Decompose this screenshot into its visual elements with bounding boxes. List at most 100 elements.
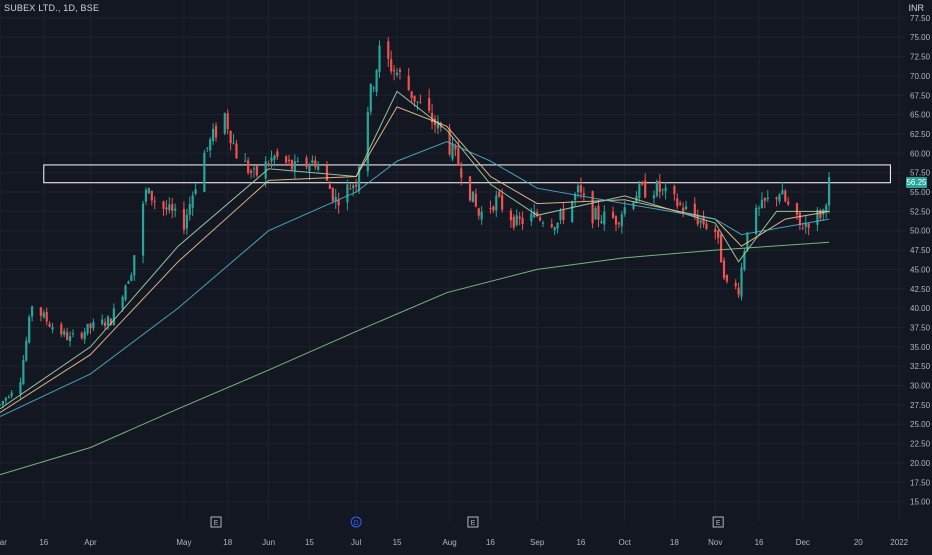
- y-tick-label: 20.00: [910, 459, 931, 468]
- candle-body: [600, 221, 603, 224]
- candle-body: [355, 184, 358, 187]
- candle-body: [22, 359, 25, 385]
- ema-line: [0, 241, 830, 476]
- candle-body: [369, 84, 372, 112]
- candle-body: [188, 204, 191, 215]
- candle-body: [48, 323, 51, 327]
- dividend-marker: [350, 516, 362, 528]
- candle-body: [267, 163, 270, 166]
- y-tick-label: 25.00: [910, 420, 931, 429]
- y-tick-label: 65.00: [910, 111, 931, 120]
- candle-body: [71, 333, 75, 335]
- x-tick-label: 2022: [890, 538, 908, 547]
- candle-body: [252, 168, 256, 170]
- candle-body: [212, 128, 215, 142]
- candle-body: [317, 166, 320, 170]
- candle-body: [203, 152, 206, 192]
- y-tick-label: 22.50: [910, 440, 931, 449]
- candle-body: [264, 161, 267, 179]
- candle-body: [305, 157, 308, 168]
- y-tick-label: 77.50: [910, 14, 931, 23]
- candle-body: [124, 285, 127, 300]
- candle-body: [757, 207, 761, 209]
- candle-body: [562, 210, 565, 220]
- candle-body: [390, 59, 393, 72]
- candle-body: [740, 267, 743, 297]
- candle-body: [816, 210, 819, 225]
- candle-body: [293, 161, 296, 171]
- candle-body: [51, 326, 54, 330]
- y-tick-label: 30.00: [910, 382, 931, 391]
- candle-body: [276, 151, 279, 157]
- candle-body: [106, 316, 110, 326]
- candle-body: [366, 111, 369, 172]
- candle-body: [536, 211, 539, 217]
- candle-body: [4, 397, 7, 401]
- candle-body: [501, 195, 504, 210]
- candle-body: [652, 195, 656, 199]
- candle-body: [194, 189, 197, 194]
- candle-body: [31, 306, 34, 317]
- y-tick-label: 35.00: [910, 343, 931, 352]
- candle-body: [255, 165, 259, 176]
- candle-body: [787, 201, 790, 205]
- candle-body: [182, 208, 186, 230]
- y-tick-label: 40.00: [910, 304, 931, 313]
- candle-body: [489, 207, 492, 209]
- x-tick-label: 16: [755, 538, 764, 547]
- candle-body: [766, 197, 769, 200]
- ema-line: [0, 106, 830, 414]
- x-tick-label: Mar: [0, 538, 7, 547]
- candle-body: [10, 392, 13, 397]
- y-tick-label: 60.00: [910, 149, 931, 158]
- candle-body: [644, 180, 647, 198]
- candle-body: [760, 199, 764, 208]
- candle-body: [45, 311, 48, 322]
- candle-body: [284, 156, 288, 163]
- candle-body: [795, 203, 799, 215]
- earnings-marker: [210, 516, 222, 528]
- candle-body: [0, 404, 2, 406]
- candle-body: [153, 200, 156, 202]
- candle-body: [273, 155, 276, 160]
- candle-body: [334, 196, 337, 202]
- candle-body: [623, 207, 626, 215]
- y-tick-label: 27.50: [910, 401, 931, 410]
- candle-body: [311, 160, 314, 164]
- currency-label: INR: [908, 3, 925, 13]
- candle-body: [614, 216, 618, 225]
- candle-body: [86, 323, 89, 334]
- y-tick-label: 17.50: [910, 478, 931, 487]
- candle-body: [571, 201, 574, 222]
- x-tick-label: 16: [576, 538, 585, 547]
- candle-body: [121, 296, 124, 309]
- candle-body: [214, 125, 218, 138]
- candle-body: [430, 112, 434, 123]
- candle-body: [696, 216, 699, 225]
- candle-body: [337, 199, 340, 206]
- candle-body: [7, 397, 10, 399]
- candle-body: [244, 160, 247, 162]
- y-tick-label: 32.50: [910, 362, 931, 371]
- candle-body: [162, 201, 165, 209]
- candle-body: [407, 75, 410, 91]
- candle-body: [538, 217, 542, 221]
- candle-body: [83, 332, 86, 340]
- candle-body: [80, 333, 83, 338]
- candle-body: [576, 185, 580, 193]
- candle-body: [518, 216, 521, 219]
- candle-body: [679, 203, 682, 205]
- candle-body: [533, 211, 536, 218]
- candle-body: [451, 143, 454, 160]
- candle-body: [655, 180, 658, 196]
- candle-body: [223, 113, 226, 134]
- y-tick-label: 62.50: [910, 130, 931, 139]
- candle-body: [19, 382, 22, 395]
- candle-body: [393, 70, 396, 72]
- candle-body: [509, 210, 512, 221]
- candle-body: [480, 211, 483, 220]
- candle-body: [92, 322, 95, 329]
- x-tick-label: 18: [223, 538, 232, 547]
